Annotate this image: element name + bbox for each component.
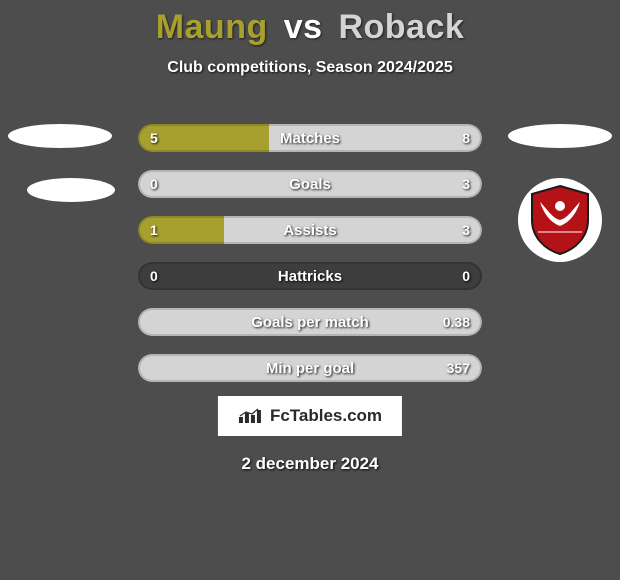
stat-bar-right [138,354,482,382]
stat-value-left: 0 [150,262,158,290]
stat-row: 0.38Goals per match [138,308,482,336]
stat-bar-right [138,308,482,336]
player1-name: Maung [156,8,268,46]
page-title: Maung vs Roback [0,0,620,47]
player1-crest-placeholder [27,178,115,202]
stat-bar-left [138,124,269,152]
stat-row: 03Goals [138,170,482,198]
player2-name: Roback [338,8,464,46]
subtitle: Club competitions, Season 2024/2025 [0,59,620,77]
stat-row: 357Min per goal [138,354,482,382]
stat-row: 58Matches [138,124,482,152]
stat-row: 0 0Hattricks [138,262,482,290]
stat-row: 13Assists [138,216,482,244]
shield-icon [528,184,592,256]
stat-bar-border [138,262,482,290]
player1-avatar-placeholder [8,124,112,148]
stat-bars: 58Matches 03Goals 13Assists 0 0Hattricks 0.38… [138,124,482,400]
chart-icon [238,408,264,424]
date-stamp: 2 december 2024 [0,454,620,474]
stat-bar-right [138,170,482,198]
stat-label: Hattricks [138,262,482,290]
stat-bar-right [269,124,482,152]
stat-bar-right [224,216,482,244]
stat-bar-left [138,216,224,244]
brand-footer[interactable]: FcTables.com [218,396,402,436]
player2-avatar-placeholder [508,124,612,148]
title-vs: vs [284,8,323,46]
comparison-card: Maung vs Roback Club competitions, Seaso… [0,0,620,580]
player2-crest [518,178,602,262]
brand-text: FcTables.com [270,406,382,426]
stat-value-right: 0 [462,262,470,290]
